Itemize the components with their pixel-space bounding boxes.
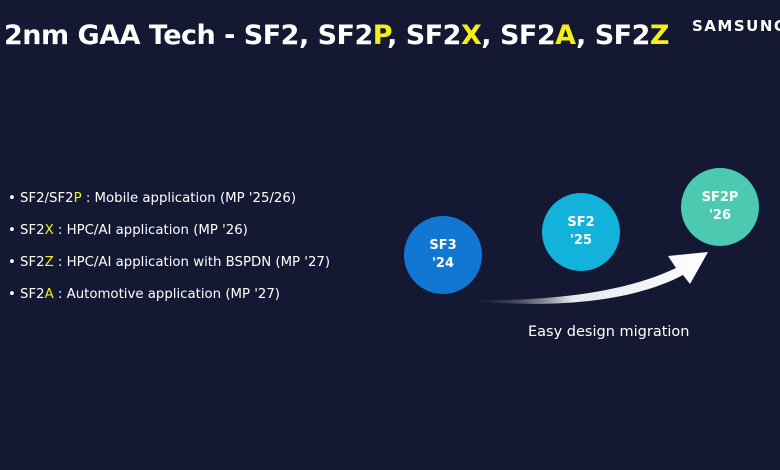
bullet-list: • SF2/SF2P : Mobile application (MP '25/2… [8, 183, 330, 311]
list-item: • SF2X : HPC/AI application (MP '26) [8, 223, 248, 238]
roadmap-node-sf3: SF3'24 [404, 216, 482, 294]
roadmap-node-sf2: SF2'25 [542, 193, 620, 271]
samsung-logo: SAMSUNG [692, 17, 780, 35]
page-title: 2nm GAA Tech - SF2, SF2P, SF2X, SF2A, SF… [4, 20, 669, 51]
migration-caption: Easy design migration [528, 324, 690, 340]
list-item: • SF2Z : HPC/AI application with BSPDN (M… [8, 255, 331, 270]
list-item: • SF2/SF2P : Mobile application (MP '25/2… [8, 191, 297, 206]
list-item: • SF2A : Automotive application (MP '27) [8, 287, 280, 302]
roadmap-node-sf2p: SF2P '26 [681, 168, 759, 246]
